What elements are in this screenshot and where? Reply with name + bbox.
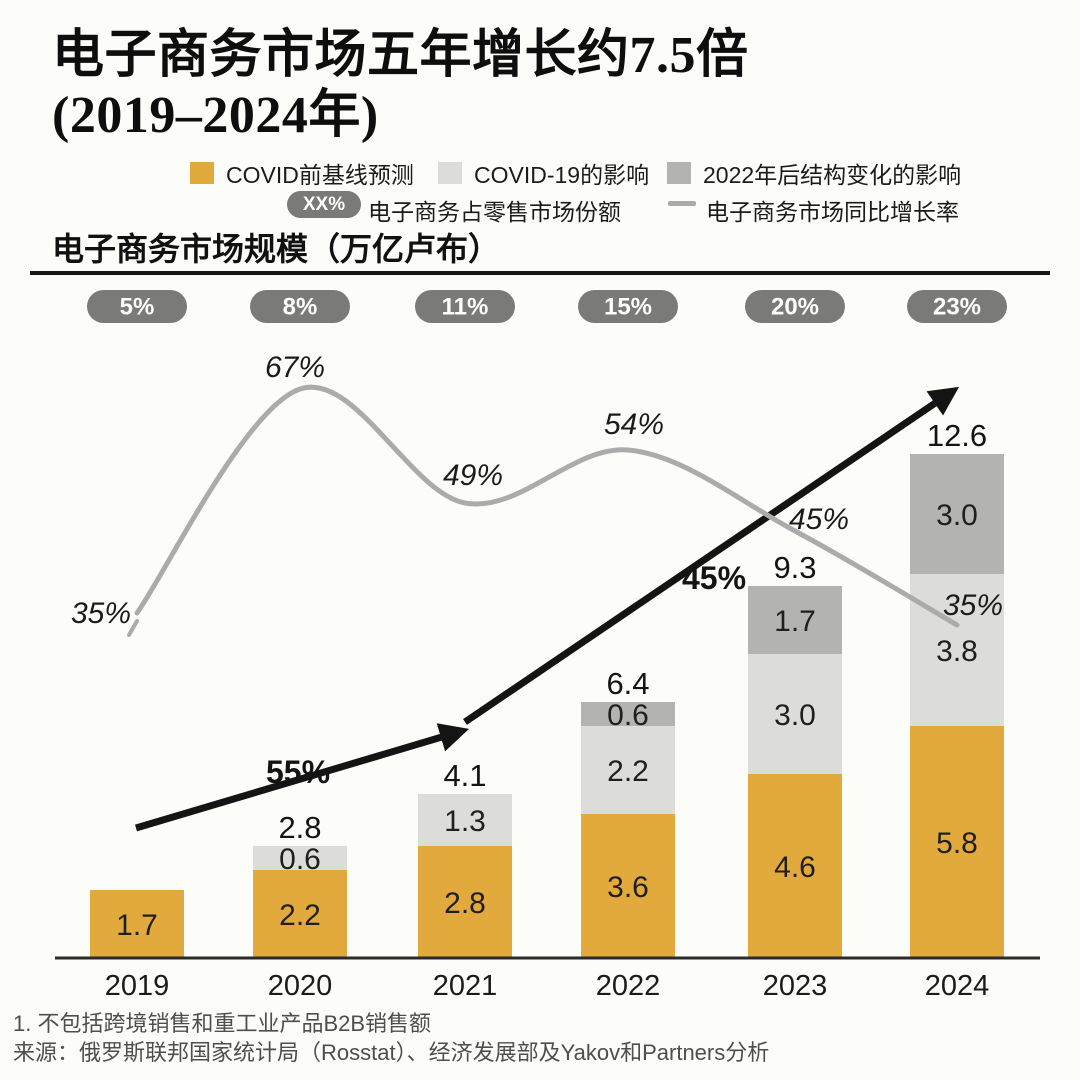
bar-segment-value: 0.6 (607, 699, 649, 732)
trend-arrows: 55% 45% (135, 386, 960, 832)
bar-segment-2021-s1 (418, 794, 512, 846)
trend-arrow-2 (463, 386, 960, 725)
legend-label-structural-impact: 2022年后结构变化的影响 (703, 162, 962, 188)
bar-segment-value: 3.6 (607, 871, 649, 904)
axis-title-market-size: 电子商务市场规模（万亿卢布） (52, 231, 501, 267)
trend-arrow-1 (135, 723, 470, 832)
title-line-2: (2019–2024年) (52, 87, 379, 144)
footnote-1: 1. 不包括跨境销售和重工业产品B2B销售额 (13, 1011, 432, 1036)
legend-item-covid-impact: COVID-19的影响 (438, 156, 649, 190)
trend-arrow-label-2: 45% (682, 560, 746, 596)
share-pill-value: 11% (442, 294, 489, 321)
growth-line-label-2022: 54% (604, 408, 664, 441)
legend-label-share: 电子商务占零售市场份额 (368, 199, 621, 225)
bar-segment-2023-s1 (748, 654, 842, 774)
bar-segment-2022-s0 (581, 814, 675, 958)
legend-item-baseline: COVID前基线预测 (190, 156, 414, 190)
bar-segment-value: 3.8 (936, 635, 978, 668)
bar-total-2023: 9.3 (773, 550, 816, 585)
x-axis-label-2022: 2022 (596, 970, 661, 1002)
yoy-growth-line: 35% 67% 49% 54% 45% 35% (71, 351, 1003, 637)
bar-segment-value: 2.8 (444, 887, 486, 920)
bar-segment-2024-s0 (910, 726, 1004, 958)
legend-line-icon (668, 201, 696, 206)
x-axis: 2019 2020 2021 2022 2023 2024 (55, 956, 1040, 1002)
share-pill-value: 23% (933, 294, 981, 321)
growth-line-label-2024: 35% (943, 589, 1003, 622)
header-divider (30, 271, 1050, 275)
share-pill-2023 (745, 290, 845, 323)
growth-line-label-2019: 35% (71, 597, 131, 630)
bar-segment-2023-s0 (748, 774, 842, 958)
legend-swatch-baseline-icon (190, 162, 214, 184)
bar-segment-2024-s1 (910, 574, 1004, 726)
share-pill-2022 (578, 290, 678, 323)
bar-segment-2019-s0 (90, 890, 184, 958)
title-line-1: 电子商务市场五年增长约7.5倍 (52, 27, 749, 84)
bar-segment-value: 1.7 (774, 605, 816, 638)
share-pill-value: 20% (771, 294, 819, 321)
retail-share-pill-row: 5% 8% 11% 15% 20% 23% (87, 290, 1007, 323)
bar-segment-value: 5.8 (936, 827, 978, 860)
legend-item-structural-impact: 2022年后结构变化的影响 (667, 156, 961, 190)
legend-swatch-covid-impact-icon (438, 162, 462, 184)
stacked-bars: 1.7 2.20.62.82.81.34.13.62.20.66.44.63.01… (90, 418, 1004, 958)
x-axis-label-2023: 2023 (763, 970, 828, 1002)
share-pill-value: 5% (120, 294, 155, 321)
bar-segment-2024-s2 (910, 454, 1004, 574)
bar-segment-value: 3.0 (774, 699, 816, 732)
bar-segment-2023-s2 (748, 586, 842, 654)
share-pill-2021 (415, 290, 515, 323)
share-pill-2019 (87, 290, 187, 323)
share-pill-2024 (907, 290, 1007, 323)
growth-line-label-2023: 45% (789, 503, 849, 536)
legend-swatch-structural-impact-icon (667, 162, 691, 184)
bar-segment-2022-s1 (581, 726, 675, 814)
trend-arrow-label-1: 55% (266, 754, 330, 790)
x-axis-label-2021: 2021 (433, 970, 498, 1002)
growth-line-label-2021: 49% (443, 459, 503, 492)
bar-segment-value: 2.2 (607, 755, 649, 788)
share-badge-pill: XX% (287, 191, 361, 218)
bar-total-2024: 12.6 (927, 418, 987, 453)
growth-line-path (134, 384, 960, 628)
legend-label-baseline: COVID前基线预测 (226, 162, 414, 188)
bar-segment-2020-s0 (253, 870, 347, 958)
x-axis-label-2020: 2020 (268, 970, 333, 1002)
bar-segment-value: 4.6 (774, 851, 816, 884)
x-axis-label-2024: 2024 (925, 970, 990, 1002)
share-pill-value: 8% (283, 294, 318, 321)
growth-line-label-2020: 67% (265, 351, 325, 384)
footnote-source: 来源：俄罗斯联邦国家统计局（Rosstat）、经济发展部及Yakov和Partn… (13, 1040, 770, 1065)
x-axis-label-2019: 2019 (105, 970, 170, 1002)
legend-label-covid-impact: COVID-19的影响 (474, 162, 650, 188)
bar-segment-2022-s2 (581, 702, 675, 726)
bar-segment-value: 3.0 (936, 499, 978, 532)
share-pill-value: 15% (604, 294, 652, 321)
bar-segment-value: 1.3 (444, 805, 486, 838)
legend-label-growth-line: 电子商务市场同比增长率 (706, 199, 959, 225)
bar-segment-value: 0.6 (279, 843, 321, 876)
bar-segment-2021-s0 (418, 846, 512, 958)
bar-total-2021: 4.1 (443, 758, 486, 793)
bar-segment-value: 1.7 (116, 909, 158, 942)
bar-total-2020: 2.8 (278, 810, 321, 845)
share-pill-2020 (250, 290, 350, 323)
bar-segment-value: 2.2 (279, 899, 321, 932)
bar-total-2022: 6.4 (606, 666, 649, 701)
growth-line-start-dash (127, 619, 139, 637)
bar-segment-2020-s1 (253, 846, 347, 870)
page-title: 电子商务市场五年增长约7.5倍 (2019–2024年) (52, 26, 749, 146)
